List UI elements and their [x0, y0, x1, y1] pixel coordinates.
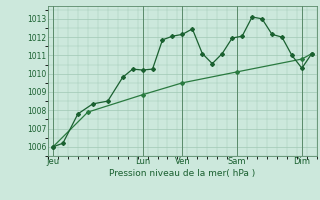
X-axis label: Pression niveau de la mer( hPa ): Pression niveau de la mer( hPa ) [109, 169, 256, 178]
